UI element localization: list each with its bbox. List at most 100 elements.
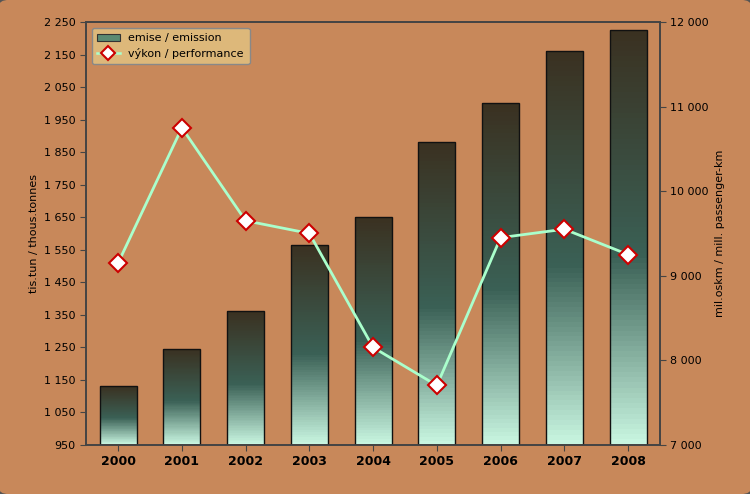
Bar — [100, 437, 136, 438]
Bar — [291, 367, 328, 370]
Bar — [100, 410, 136, 411]
Bar — [291, 255, 328, 257]
Bar — [419, 373, 455, 376]
Bar — [610, 315, 646, 320]
Bar — [610, 41, 646, 46]
Bar — [482, 287, 519, 291]
Bar — [100, 434, 136, 435]
Bar — [419, 399, 455, 403]
Bar — [227, 343, 264, 345]
Bar — [610, 227, 646, 232]
Bar — [291, 257, 328, 260]
Bar — [100, 391, 136, 392]
Bar — [419, 328, 455, 331]
Bar — [482, 210, 519, 214]
Bar — [482, 393, 519, 398]
Bar — [419, 346, 455, 350]
Bar — [546, 410, 583, 415]
Bar — [227, 378, 264, 380]
Bar — [546, 248, 583, 253]
Bar — [610, 377, 646, 382]
Bar — [100, 402, 136, 403]
Bar — [482, 398, 519, 402]
Bar — [355, 260, 392, 263]
Bar — [100, 405, 136, 406]
Bar — [482, 223, 519, 227]
Bar — [419, 229, 455, 233]
Bar — [227, 401, 264, 403]
Bar — [291, 272, 328, 275]
Bar — [291, 282, 328, 285]
Bar — [546, 174, 583, 179]
Bar — [419, 222, 455, 226]
Bar — [355, 339, 392, 342]
Bar — [355, 283, 392, 286]
Bar — [227, 346, 264, 348]
Bar — [610, 82, 646, 87]
Bar — [100, 439, 136, 440]
Bar — [100, 394, 136, 395]
Bar — [227, 413, 264, 414]
Bar — [227, 425, 264, 426]
Bar — [355, 220, 392, 223]
Bar — [546, 155, 583, 160]
Bar — [291, 372, 328, 374]
Bar — [610, 232, 646, 238]
Bar — [546, 420, 583, 425]
Bar — [482, 163, 519, 167]
Bar — [482, 325, 519, 329]
Bar — [355, 317, 392, 320]
Bar — [355, 280, 392, 283]
Bar — [419, 267, 455, 271]
Bar — [419, 271, 455, 275]
Bar — [419, 392, 455, 396]
Bar — [355, 433, 392, 436]
Bar — [100, 421, 136, 422]
Bar — [164, 397, 200, 398]
Bar — [610, 77, 646, 82]
Bar — [291, 315, 328, 317]
Bar — [291, 425, 328, 427]
Bar — [355, 419, 392, 422]
Bar — [355, 305, 392, 308]
Bar — [546, 302, 583, 307]
Bar — [100, 432, 136, 433]
Bar — [419, 158, 455, 162]
Bar — [227, 380, 264, 381]
Bar — [164, 434, 200, 435]
Bar — [291, 260, 328, 262]
Bar — [164, 360, 200, 361]
Bar — [419, 426, 455, 429]
Bar — [355, 399, 392, 402]
Bar — [227, 426, 264, 428]
Bar — [419, 290, 455, 293]
Bar — [546, 263, 583, 268]
Bar — [610, 326, 646, 330]
Bar — [482, 261, 519, 265]
Bar — [610, 393, 646, 398]
Bar — [100, 412, 136, 413]
Bar — [546, 297, 583, 302]
Bar — [610, 367, 646, 372]
Bar — [227, 368, 264, 370]
Bar — [482, 206, 519, 210]
Bar — [164, 358, 200, 360]
Bar — [482, 253, 519, 257]
Bar — [355, 334, 392, 336]
Bar — [546, 145, 583, 150]
Bar — [482, 440, 519, 445]
Bar — [227, 373, 264, 374]
Bar — [419, 354, 455, 358]
Bar — [419, 286, 455, 290]
Bar — [291, 335, 328, 337]
Bar — [227, 311, 264, 445]
Bar — [355, 370, 392, 373]
Bar — [227, 414, 264, 416]
Bar — [610, 103, 646, 108]
Bar — [227, 315, 264, 316]
Bar — [610, 30, 646, 445]
Bar — [291, 422, 328, 425]
Bar — [419, 210, 455, 214]
Bar — [164, 394, 200, 396]
Bar — [100, 413, 136, 414]
